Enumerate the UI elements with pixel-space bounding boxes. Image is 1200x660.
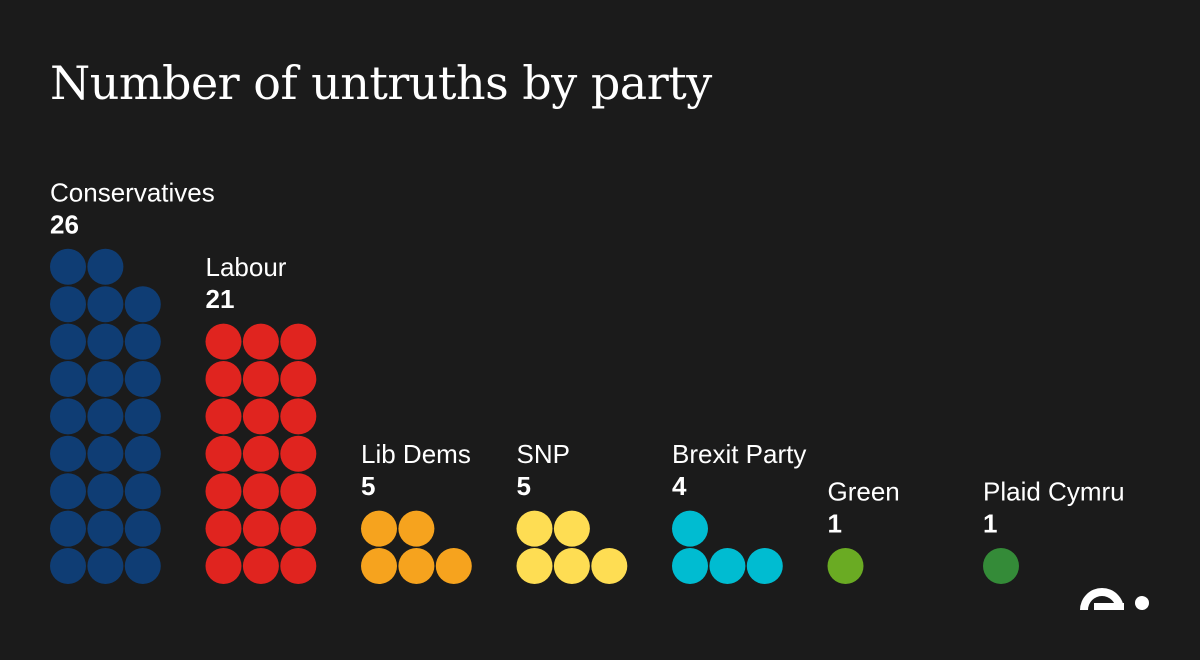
dot — [205, 548, 242, 584]
party-name: Brexit Party — [672, 439, 806, 469]
dot — [205, 361, 242, 397]
dot — [398, 510, 435, 547]
dot — [87, 361, 124, 397]
dot — [124, 361, 161, 397]
dot — [124, 323, 161, 360]
dot — [124, 548, 161, 584]
logo-bar — [1094, 603, 1124, 610]
dot — [553, 548, 590, 584]
dot — [205, 435, 242, 472]
dot — [280, 473, 317, 510]
logo-arch — [1080, 588, 1124, 610]
dot — [242, 510, 279, 547]
dot — [50, 473, 86, 510]
dot — [87, 510, 124, 547]
dot — [205, 323, 242, 360]
chart-title: Number of untruths by party — [50, 56, 712, 110]
dot — [398, 548, 435, 584]
dot — [280, 398, 317, 435]
dot — [87, 398, 124, 435]
dot — [124, 473, 161, 510]
dot — [746, 548, 783, 584]
dot — [242, 361, 279, 397]
dot — [280, 435, 317, 472]
dot — [124, 286, 161, 323]
dot — [672, 510, 708, 547]
dot — [50, 248, 86, 285]
party-value: 1 — [983, 509, 997, 539]
dot — [205, 473, 242, 510]
dot — [50, 323, 86, 360]
publisher-logo-icon — [1080, 588, 1149, 610]
dot — [205, 510, 242, 547]
dot — [827, 548, 864, 584]
dot — [242, 323, 279, 360]
dot — [50, 548, 86, 584]
logo-dot — [1135, 596, 1149, 610]
dot — [280, 548, 317, 584]
dot — [709, 548, 746, 584]
party-name: Conservatives — [50, 177, 215, 207]
party-name: SNP — [517, 439, 570, 469]
dot — [87, 323, 124, 360]
dot — [50, 398, 86, 435]
dot — [516, 548, 553, 584]
dot — [50, 286, 86, 323]
dot — [50, 435, 86, 472]
party-value: 26 — [50, 209, 79, 239]
dot — [591, 548, 628, 584]
dot — [280, 510, 317, 547]
party-value: 1 — [828, 509, 842, 539]
dot — [205, 398, 242, 435]
party-value: 5 — [361, 471, 375, 501]
dot — [672, 548, 708, 584]
dot — [242, 548, 279, 584]
dot — [280, 323, 317, 360]
dot — [242, 473, 279, 510]
dot — [50, 510, 86, 547]
dot — [516, 510, 553, 547]
dot — [242, 398, 279, 435]
party-name: Green — [828, 477, 900, 507]
party-name: Plaid Cymru — [983, 477, 1125, 507]
party-value: 21 — [206, 284, 235, 314]
party-name: Lib Dems — [361, 439, 471, 469]
party-name: Labour — [206, 252, 287, 282]
dot — [124, 398, 161, 435]
dot — [983, 548, 1019, 584]
dot — [87, 548, 124, 584]
dot — [87, 435, 124, 472]
dot — [87, 473, 124, 510]
party-value: 4 — [672, 471, 687, 501]
dot — [50, 361, 86, 397]
dot — [435, 548, 472, 584]
dot — [87, 286, 124, 323]
dot — [280, 361, 317, 397]
dot — [242, 435, 279, 472]
dot — [124, 510, 161, 547]
dot — [87, 248, 124, 285]
dot — [361, 510, 397, 547]
dot — [361, 548, 397, 584]
dot — [553, 510, 590, 547]
dot — [124, 435, 161, 472]
party-value: 5 — [517, 471, 531, 501]
